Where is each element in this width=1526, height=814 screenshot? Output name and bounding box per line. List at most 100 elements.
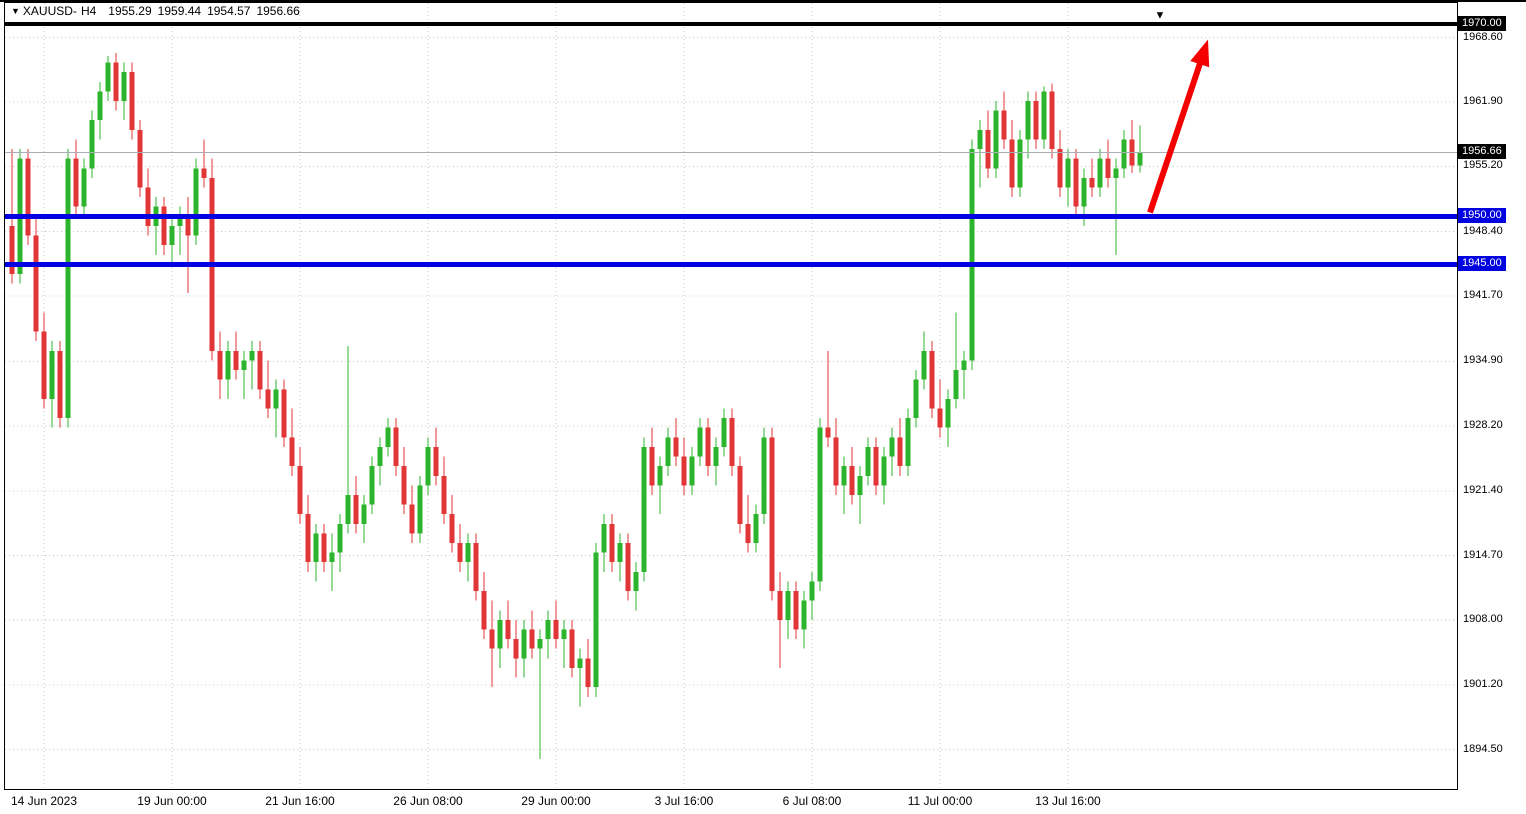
candle-body	[137, 129, 143, 188]
candle-body	[241, 360, 247, 371]
candle-body	[593, 552, 599, 688]
candle-body	[161, 206, 167, 246]
support-line-1950-price-tag: 1950.00	[1458, 208, 1506, 224]
down-triangle-marker[interactable]: ▼	[1155, 10, 1166, 22]
candle-body	[769, 437, 775, 592]
chart-plot-area[interactable]: ▼ ▼ XAUUSD- H4 1955.29 1959.44 1954.57 1956.66	[4, 2, 1458, 790]
candle-body	[497, 619, 503, 649]
candle-body	[329, 552, 335, 563]
candle-body	[9, 225, 15, 274]
candle-body	[577, 658, 583, 668]
candle-body	[281, 389, 287, 438]
trend-arrow-shaft[interactable]	[1147, 55, 1206, 214]
candle-body	[505, 619, 511, 640]
time-tick-label: 26 Jun 08:00	[393, 794, 463, 808]
candle-body	[145, 187, 151, 226]
candle-body	[81, 168, 87, 207]
price-tick-label: 1941.70	[1463, 289, 1503, 302]
time-tick-label: 21 Jun 16:00	[265, 794, 335, 808]
candle-body	[857, 475, 863, 495]
ohlc-close-value: 1956.66	[256, 4, 300, 18]
candle-body	[1057, 149, 1063, 188]
candle-body	[785, 591, 791, 620]
candle-body	[761, 437, 767, 515]
candle-body	[289, 437, 295, 467]
candle-body	[33, 235, 39, 332]
candle-body	[833, 437, 839, 486]
price-tick-label: 1921.40	[1463, 484, 1503, 497]
candle-body	[713, 446, 719, 467]
price-axis[interactable]: 1968.60 1961.90 1955.20 1948.40 1941.70 1934.…	[1458, 2, 1526, 790]
candle-body	[521, 629, 527, 659]
candle-body	[361, 504, 367, 524]
candle-body	[217, 350, 223, 380]
candle-body	[449, 514, 455, 543]
candle-body	[897, 437, 903, 467]
candle-body	[953, 370, 959, 399]
candle-body	[729, 418, 735, 467]
candle-body	[1009, 139, 1015, 188]
bid-price-line-price-tag: 1956.66	[1458, 144, 1506, 160]
price-tick-label: 1928.20	[1463, 418, 1503, 431]
candle-body	[1041, 91, 1047, 140]
price-tick-label: 1961.90	[1463, 95, 1503, 107]
time-tick-label: 3 Jul 16:00	[654, 794, 714, 808]
candle-body	[433, 446, 439, 476]
candle-body	[753, 514, 759, 543]
candle-body	[473, 543, 479, 592]
candle-body	[1049, 91, 1055, 150]
candle-body	[657, 466, 663, 486]
candle-body	[641, 446, 647, 572]
candle-body	[177, 216, 183, 226]
candle-body	[665, 437, 671, 467]
ohlc-low-value: 1954.57	[207, 4, 251, 18]
price-tick-label: 1908.00	[1463, 612, 1503, 625]
time-axis[interactable]: 14 Jun 2023 19 Jun 00:00 21 Jun 16:00 26 Ju…	[4, 790, 1460, 814]
candle-body	[801, 600, 807, 630]
candle-body	[697, 427, 703, 457]
candle-body	[121, 72, 127, 101]
candle-body	[865, 446, 871, 476]
candle-body	[649, 446, 655, 486]
candle-body	[1073, 158, 1079, 207]
candle-body	[961, 360, 967, 371]
candle-body	[793, 591, 799, 630]
candle-body	[969, 149, 975, 361]
candle-body	[529, 629, 535, 649]
trend-arrow-head[interactable]	[1190, 39, 1210, 68]
candle-body	[921, 350, 927, 380]
candle-body	[1025, 101, 1031, 140]
candle-body	[297, 466, 303, 515]
candle-body	[1113, 168, 1119, 178]
candle-body	[689, 456, 695, 486]
candle-body	[193, 168, 199, 236]
support-line-1945-price-tag: 1945.00	[1458, 256, 1506, 272]
chart-canvas[interactable]: ▼	[5, 3, 1457, 789]
candle-body	[1081, 177, 1087, 207]
candle-body	[633, 571, 639, 592]
price-tick-label: 1955.20	[1463, 159, 1503, 172]
candle-body	[513, 639, 519, 659]
candle-body	[465, 543, 471, 563]
candle-body	[553, 619, 559, 640]
symbol-dropdown-icon[interactable]: ▼	[11, 6, 20, 16]
candle-body	[937, 408, 943, 428]
candle-body	[129, 72, 135, 130]
candle-body	[401, 466, 407, 505]
candle-body	[913, 379, 919, 419]
price-tick-label: 1914.70	[1463, 548, 1503, 561]
candle-body	[89, 120, 95, 169]
candle-body	[57, 350, 63, 419]
candle-body	[337, 523, 343, 553]
candle-body	[65, 158, 71, 419]
candle-body	[49, 350, 55, 399]
candle-body	[1033, 101, 1039, 140]
candle-body	[201, 168, 207, 178]
candle-body	[569, 629, 575, 668]
candle-body	[265, 389, 271, 409]
candle-body	[825, 427, 831, 438]
candle-body	[1017, 139, 1023, 188]
candle-body	[425, 446, 431, 486]
candle-body	[249, 350, 255, 361]
